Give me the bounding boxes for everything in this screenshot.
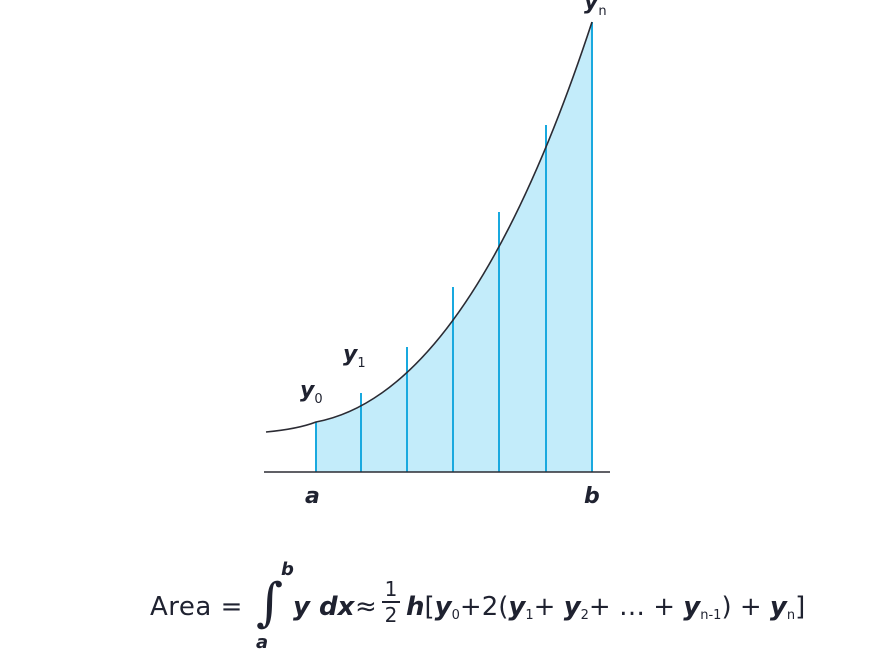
term-yn1: y [683,592,701,622]
formula-rhs: h[y0+2(y1+ y2+ … + yn-1) + yn] [406,592,806,623]
fraction-bar [382,601,400,603]
formula-lhs: Area = [150,592,243,622]
term-y0: y [434,592,452,622]
fraction-numerator: 1 [384,577,398,601]
trapezoid-diagram [264,21,610,473]
term-yn: y [769,592,787,622]
approx-sign: ≈ [355,592,377,622]
label-y0: y0 [300,378,323,407]
trapezoidal-rule-formula: Area = ∫ b a y dx ≈ 1 2 h[y0+2(y1+ y2+ …… [150,559,850,655]
term-y2: y [563,592,581,622]
label-y1: y1 [343,342,366,371]
term-y1: y [508,592,526,622]
h-symbol: h [406,592,425,622]
curve [265,21,593,433]
label-b: b [584,484,600,509]
term-y1-sub: 1 [525,608,534,623]
integrand: y dx [293,592,355,622]
label-a: a [305,484,320,509]
term-y0-sub: 0 [451,608,460,623]
term-y2-sub: 2 [580,608,589,623]
ellipsis-plus: + … + [588,592,676,622]
plus-two: +2( [459,592,509,622]
close-paren-plus: ) + [721,592,762,622]
fraction-denominator: 2 [384,602,398,627]
term-yn-sub: n [786,608,796,623]
integral-lower-limit: a [256,632,269,653]
close-bracket: ] [795,592,806,622]
plus-sign: + [533,592,556,622]
term-yn1-sub: n-1 [700,608,722,623]
fraction-one-half: 1 2 [382,578,400,626]
integral-upper-limit: b [281,559,294,580]
label-yn: yn [584,0,607,19]
open-bracket: [ [424,592,435,622]
integral-sign: ∫ [256,573,284,633]
area-under-curve [316,22,592,472]
